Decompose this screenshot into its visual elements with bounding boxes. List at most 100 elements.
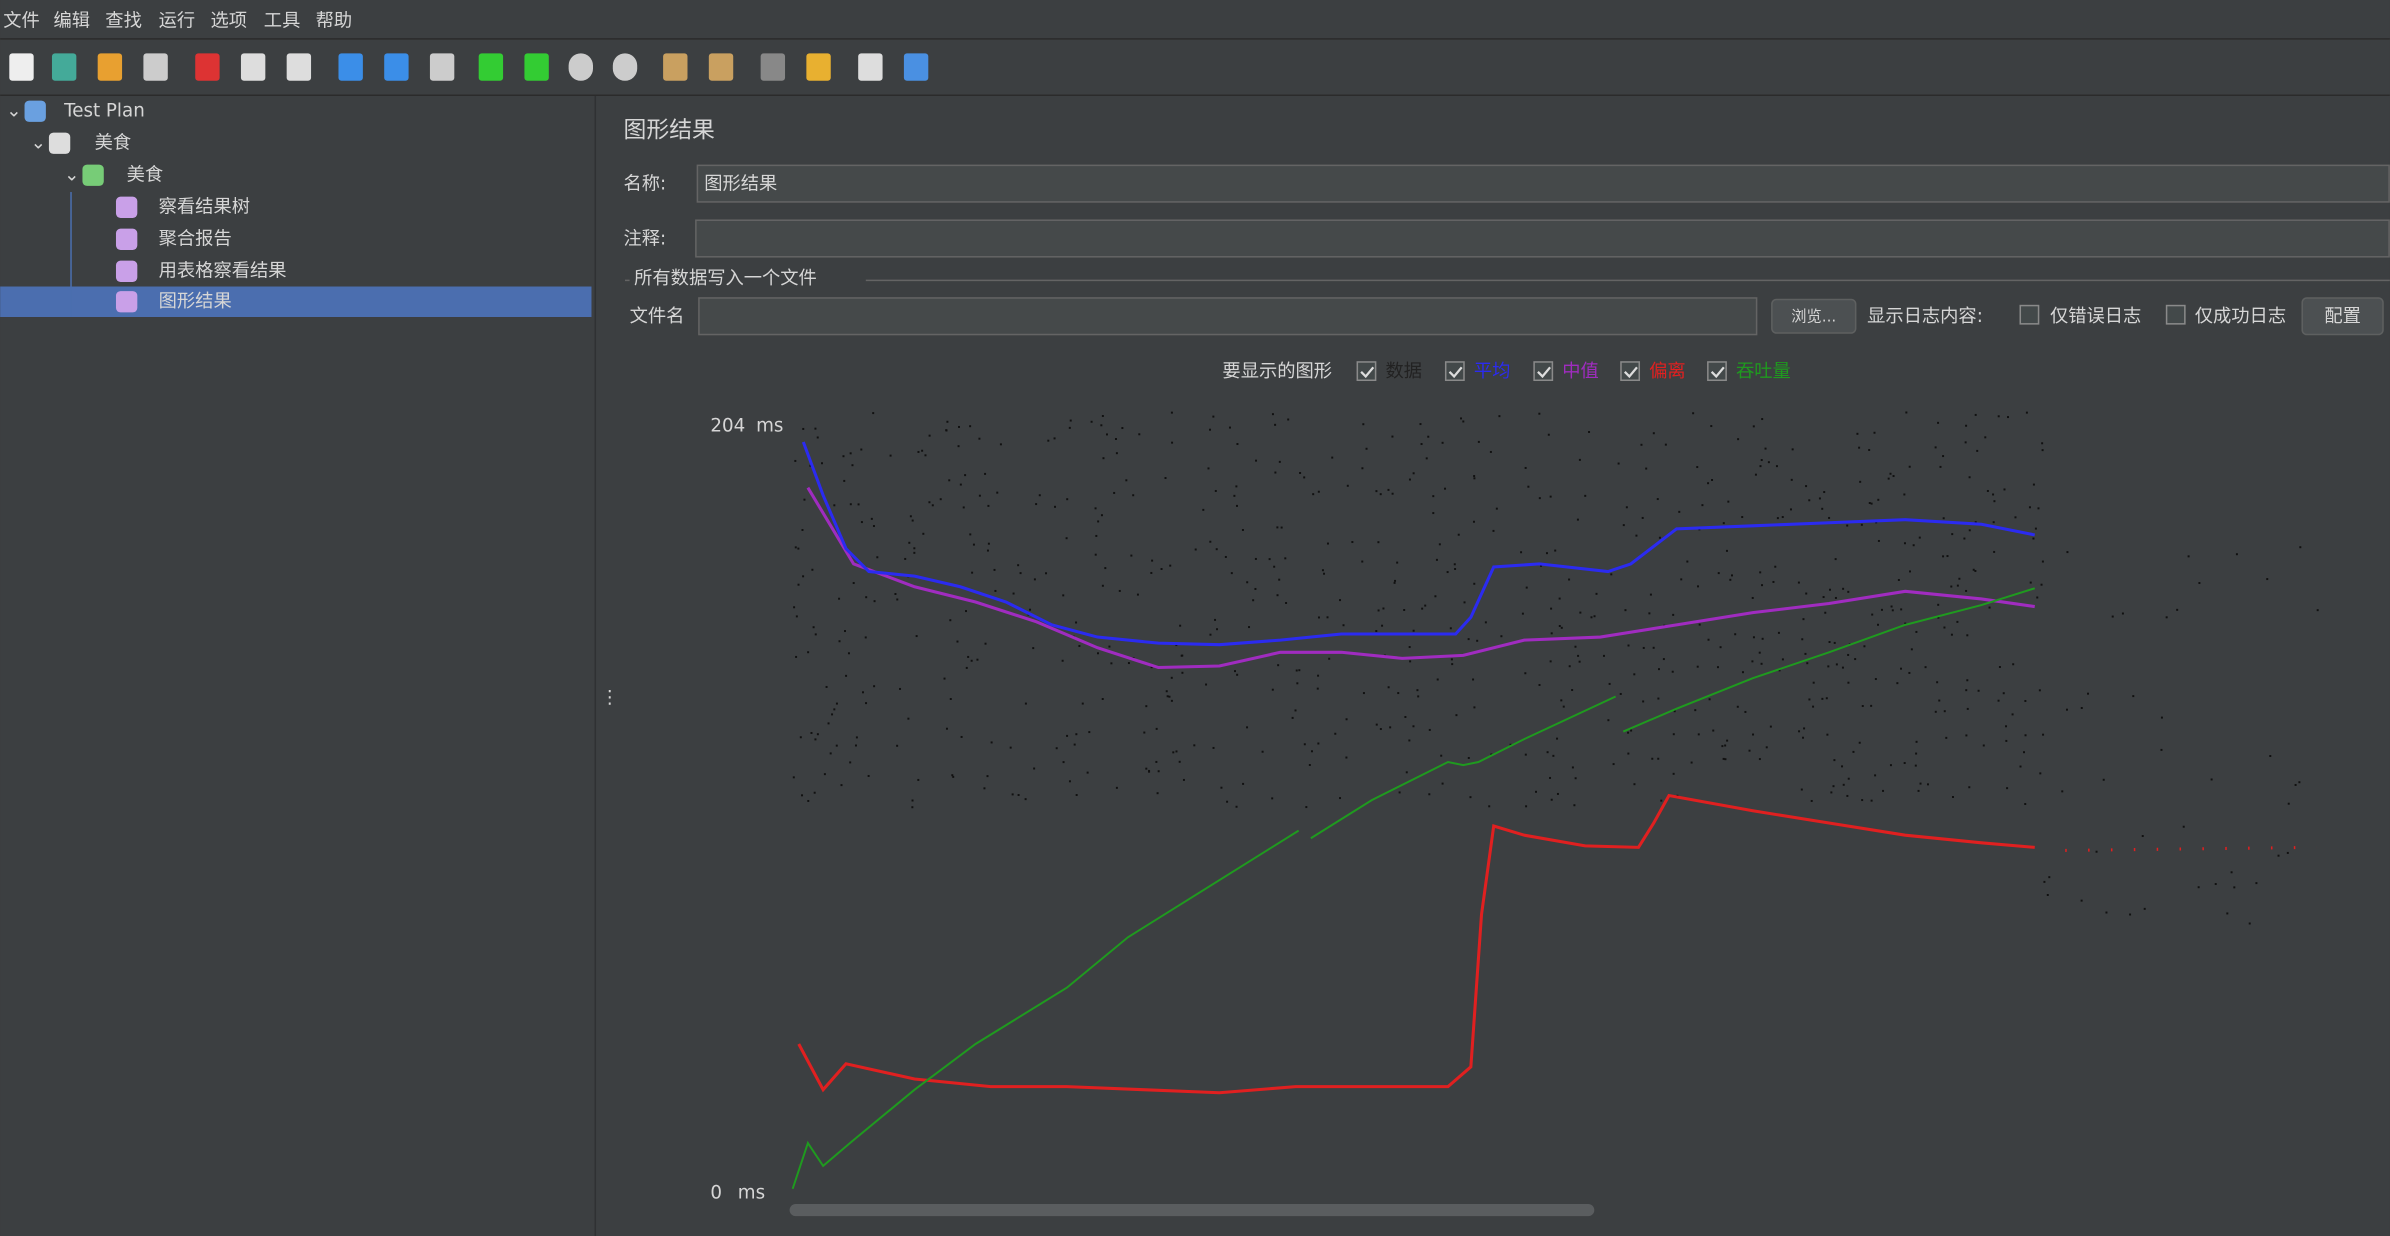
configure-button[interactable] — [2301, 297, 2384, 336]
data-point — [984, 642, 987, 645]
option-checkbox[interactable] — [1356, 361, 1377, 382]
data-point — [958, 425, 960, 428]
data-point — [1525, 805, 1528, 808]
data-point — [1334, 732, 1337, 735]
data-point — [1914, 764, 1917, 767]
data-point — [1744, 710, 1747, 713]
menu-item[interactable]: 帮助 — [316, 10, 353, 31]
data-point — [1658, 536, 1661, 539]
toolbar-button[interactable] — [240, 53, 266, 81]
data-point — [1420, 443, 1423, 446]
toolbar-button[interactable] — [612, 53, 638, 81]
toolbar-button[interactable] — [903, 53, 929, 81]
data-point — [1405, 771, 1408, 774]
toolbar-button[interactable] — [806, 53, 831, 81]
data-point — [1627, 644, 1630, 647]
toolbar-button[interactable] — [384, 53, 409, 81]
toolbar-button[interactable] — [478, 53, 504, 81]
data-point — [956, 640, 959, 643]
data-point — [1622, 524, 1625, 527]
toolbar-button[interactable] — [51, 53, 77, 81]
toolbar-button[interactable] — [663, 53, 688, 81]
scrollbar[interactable] — [789, 1203, 1595, 1217]
data-point — [870, 517, 873, 520]
data-point — [2266, 578, 2269, 581]
option-checkbox[interactable] — [1533, 361, 1554, 382]
data-point — [1657, 697, 1660, 700]
toolbar-button[interactable] — [429, 53, 455, 81]
data-point — [1287, 418, 1290, 421]
toolbar-button[interactable] — [97, 53, 123, 81]
data-point — [1708, 698, 1711, 701]
menu-item[interactable]: 工具 — [264, 10, 301, 31]
data-point — [970, 659, 973, 662]
toolbar-button[interactable] — [143, 53, 168, 81]
option-checkbox[interactable] — [1444, 361, 1465, 382]
data-point — [1017, 794, 1020, 797]
data-point — [1821, 697, 1824, 700]
data-point — [799, 736, 802, 739]
menu-item[interactable]: 选项 — [210, 10, 247, 31]
tree-toggle[interactable]: ⌄ — [6, 100, 21, 121]
tree-label[interactable]: 图形结果 — [159, 291, 232, 312]
option-checkbox[interactable] — [1707, 361, 1727, 382]
success-checkbox[interactable] — [2165, 304, 2186, 325]
tree-label[interactable]: Test Plan — [63, 100, 145, 121]
tree-label[interactable]: 美食 — [95, 132, 132, 153]
data-point — [1934, 710, 1937, 713]
toolbar-button[interactable] — [338, 53, 363, 81]
data-point — [1230, 572, 1233, 575]
data-point — [1326, 542, 1329, 545]
browse-button[interactable] — [1771, 298, 1857, 334]
data-point — [1242, 782, 1245, 785]
toolbar-button[interactable] — [524, 53, 549, 81]
errors-checkbox[interactable] — [2019, 304, 2040, 325]
data-point — [1377, 609, 1380, 612]
tree-toggle[interactable]: ⌄ — [31, 132, 46, 153]
name-input[interactable] — [696, 164, 2390, 203]
tree-label[interactable]: 用表格察看结果 — [159, 260, 287, 281]
tree-label[interactable]: 察看结果树 — [159, 196, 250, 217]
tree-label[interactable]: 美食 — [127, 164, 164, 185]
data-point — [1150, 571, 1153, 574]
tree-label[interactable]: 聚合报告 — [159, 228, 232, 249]
data-point — [1858, 741, 1861, 744]
tree-toggle[interactable]: ⌄ — [64, 164, 79, 185]
option-checkbox[interactable] — [1620, 361, 1641, 382]
toolbar-button[interactable] — [760, 53, 786, 81]
toolbar-button[interactable] — [568, 53, 594, 81]
toolbar-button[interactable] — [195, 53, 220, 81]
data-point — [924, 454, 927, 457]
data-point — [2235, 553, 2238, 556]
menu-item[interactable]: 查找 — [105, 10, 142, 31]
toolbar-button[interactable] — [286, 53, 312, 81]
data-point — [1576, 518, 1579, 521]
data-point — [1617, 462, 1620, 465]
data-point — [976, 658, 979, 661]
data-point — [794, 546, 797, 549]
data-point — [917, 778, 920, 781]
menu-item[interactable]: 运行 — [159, 10, 196, 31]
file-input[interactable] — [698, 297, 1758, 336]
menu-item[interactable]: 文件 — [3, 10, 40, 31]
data-point — [1509, 743, 1512, 746]
toolbar-button[interactable] — [708, 53, 734, 81]
data-point — [978, 437, 981, 440]
toolbar-button[interactable] — [9, 53, 34, 81]
data-point — [1924, 666, 1927, 669]
data-point — [1997, 699, 2000, 702]
data-point — [1524, 466, 1527, 469]
menu-item[interactable]: 编辑 — [53, 10, 90, 31]
data-point — [1387, 488, 1390, 491]
data-point — [1170, 676, 1173, 679]
data-point — [1450, 658, 1453, 661]
toolbar-button[interactable] — [858, 53, 883, 81]
y-unit: ms — [738, 1182, 765, 1203]
data-point — [1578, 458, 1581, 461]
comment-input[interactable] — [695, 219, 2390, 258]
data-point — [1908, 465, 1911, 468]
data-point — [1905, 411, 1908, 414]
data-point — [1797, 581, 1800, 584]
data-point — [2248, 922, 2251, 925]
